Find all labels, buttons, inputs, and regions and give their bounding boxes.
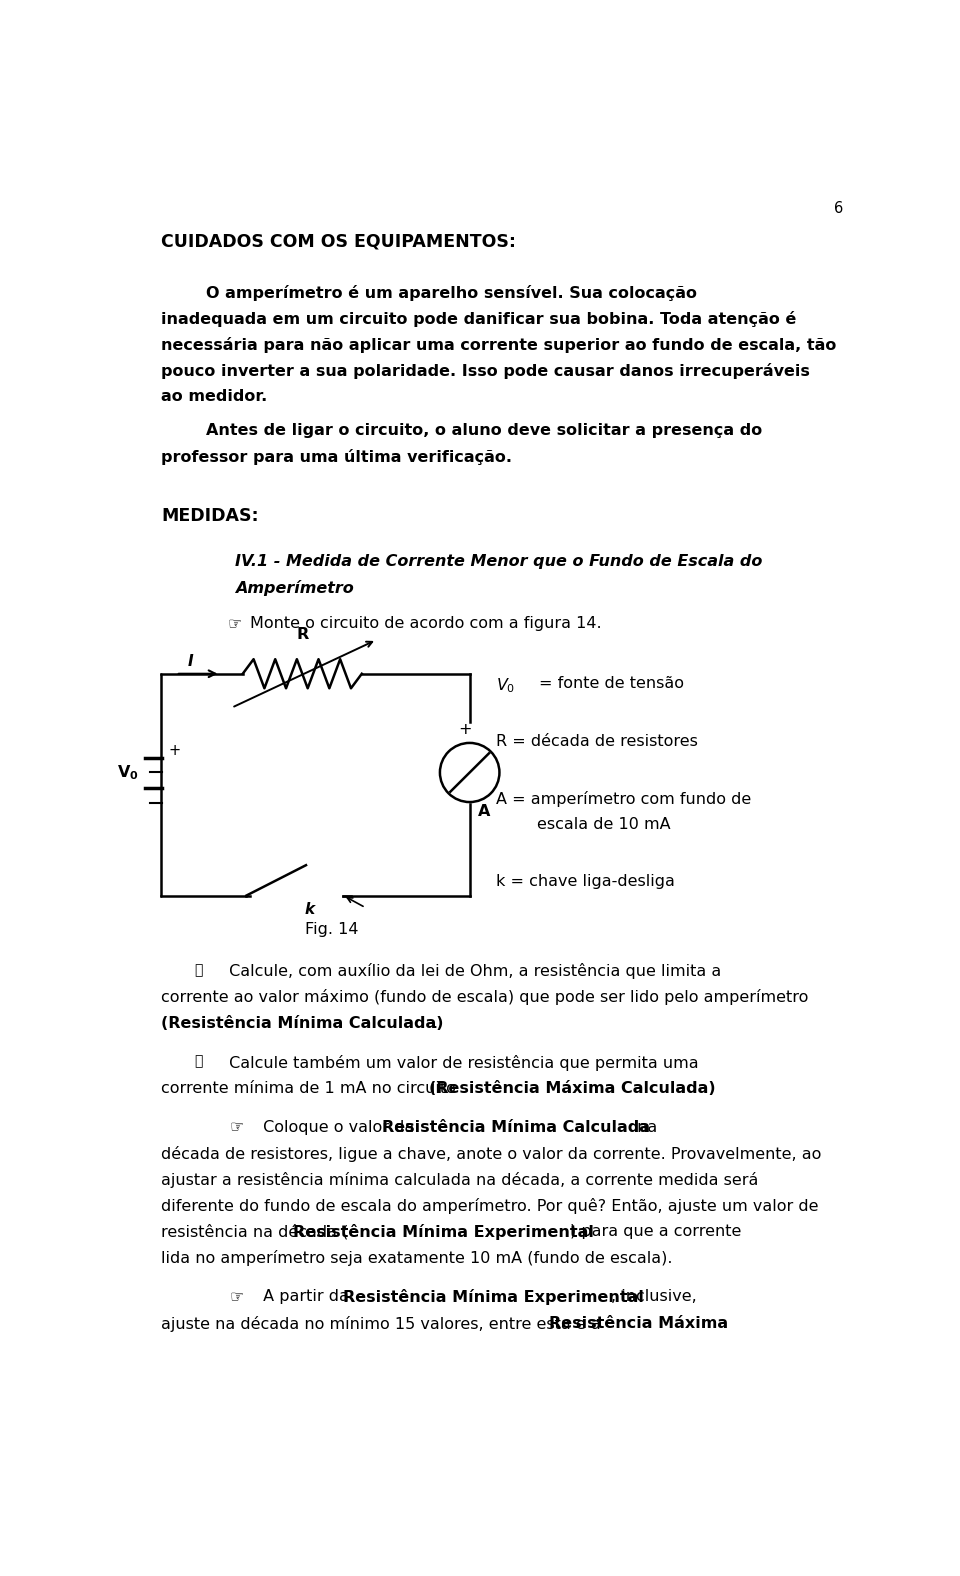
Text: ajustar a resistência mínima calculada na década, a corrente medida será: ajustar a resistência mínima calculada n… — [161, 1173, 758, 1188]
Text: k = chave liga-desliga: k = chave liga-desliga — [495, 875, 675, 889]
Text: CUIDADOS COM OS EQUIPAMENTOS:: CUIDADOS COM OS EQUIPAMENTOS: — [161, 233, 516, 251]
Text: k: k — [304, 901, 315, 917]
Text: .: . — [432, 1015, 438, 1031]
Text: ao medidor.: ao medidor. — [161, 389, 267, 405]
Text: ☞: ☞ — [228, 616, 242, 632]
Text: $\mathbf{V_0}$: $\mathbf{V_0}$ — [117, 763, 138, 782]
Text: Monte o circuito de acordo com a figura 14.: Monte o circuito de acordo com a figura … — [251, 616, 602, 632]
Text: A: A — [478, 804, 491, 820]
Text: Resistência Máxima: Resistência Máxima — [548, 1316, 728, 1330]
Text: década de resistores, ligue a chave, anote o valor da corrente. Provavelmente, a: década de resistores, ligue a chave, ano… — [161, 1146, 822, 1162]
Text: resistência na década (: resistência na década ( — [161, 1225, 348, 1240]
Text: 📝: 📝 — [194, 1054, 203, 1069]
Text: Antes de ligar o circuito, o aluno deve solicitar a presença do: Antes de ligar o circuito, o aluno deve … — [161, 424, 762, 438]
Text: Calcule também um valor de resistência que permita uma: Calcule também um valor de resistência q… — [225, 1054, 699, 1070]
Text: (Resistência Máxima Calculada): (Resistência Máxima Calculada) — [429, 1081, 715, 1095]
Text: $V_0$: $V_0$ — [495, 676, 515, 695]
Text: ) para que a corrente: ) para que a corrente — [570, 1225, 741, 1239]
Text: lida no amperímetro seja exatamente 10 mA (fundo de escala).: lida no amperímetro seja exatamente 10 m… — [161, 1250, 672, 1267]
Text: IV.1 - Medida de Corrente Menor que o Fundo de Escala do: IV.1 - Medida de Corrente Menor que o Fu… — [235, 553, 762, 569]
Text: R: R — [296, 627, 308, 641]
Text: escala de 10 mA: escala de 10 mA — [537, 816, 670, 832]
Text: (Resistência Mínima Calculada): (Resistência Mínima Calculada) — [161, 1015, 444, 1031]
Text: Calcule, com auxílio da lei de Ohm, a resistência que limita a: Calcule, com auxílio da lei de Ohm, a re… — [225, 963, 721, 979]
Text: +: + — [168, 744, 180, 758]
Text: ajuste na década no mínimo 15 valores, entre esta e a: ajuste na década no mínimo 15 valores, e… — [161, 1316, 606, 1332]
Text: inadequada em um circuito pode danificar sua bobina. Toda atenção é: inadequada em um circuito pode danificar… — [161, 310, 796, 328]
Text: ☞: ☞ — [230, 1121, 245, 1135]
Text: 6: 6 — [834, 202, 843, 216]
Text: professor para uma última verificação.: professor para uma última verificação. — [161, 449, 512, 465]
Text: Resistência Mínima Experimental: Resistência Mínima Experimental — [293, 1225, 593, 1240]
Text: necessária para não aplicar uma corrente superior ao fundo de escala, tão: necessária para não aplicar uma corrente… — [161, 337, 836, 353]
Text: Resistência Mínima Experimental: Resistência Mínima Experimental — [344, 1289, 644, 1305]
Text: A = amperímetro com fundo de: A = amperímetro com fundo de — [495, 791, 751, 807]
Text: MEDIDAS:: MEDIDAS: — [161, 507, 258, 525]
Text: O amperímetro é um aparelho sensível. Sua colocação: O amperímetro é um aparelho sensível. Su… — [161, 285, 697, 301]
Text: diferente do fundo de escala do amperímetro. Por quê? Então, ajuste um valor de: diferente do fundo de escala do amperíme… — [161, 1198, 819, 1214]
Text: Coloque o valor da: Coloque o valor da — [257, 1121, 419, 1135]
Text: Amperímetro: Amperímetro — [235, 580, 354, 596]
Text: R = década de resistores: R = década de resistores — [495, 733, 698, 749]
Text: na: na — [632, 1121, 658, 1135]
Text: 📝: 📝 — [194, 963, 203, 977]
Text: A partir da: A partir da — [257, 1289, 353, 1305]
Text: +: + — [459, 722, 472, 738]
Text: pouco inverter a sua polaridade. Isso pode causar danos irrecuperáveis: pouco inverter a sua polaridade. Isso po… — [161, 362, 810, 380]
Text: .: . — [680, 1081, 684, 1095]
Text: ☞: ☞ — [230, 1289, 245, 1305]
Text: corrente ao valor máximo (fundo de escala) que pode ser lido pelo amperímetro: corrente ao valor máximo (fundo de escal… — [161, 990, 808, 1005]
Text: , inclusive,: , inclusive, — [611, 1289, 697, 1305]
Text: Fig. 14: Fig. 14 — [305, 922, 359, 936]
Text: Resistência Mínima Calculada: Resistência Mínima Calculada — [382, 1121, 650, 1135]
Text: corrente mínima de 1 mA no circuito: corrente mínima de 1 mA no circuito — [161, 1081, 461, 1095]
Text: = fonte de tensão: = fonte de tensão — [539, 676, 684, 692]
Text: I: I — [188, 654, 194, 668]
